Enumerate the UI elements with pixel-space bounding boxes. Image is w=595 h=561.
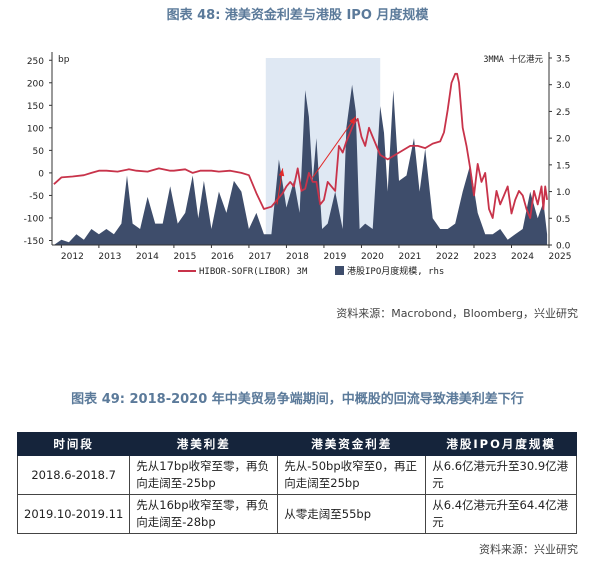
x-tick-label: 2025 xyxy=(549,252,572,262)
right-tick-label: 2.5 xyxy=(556,108,570,118)
spread-cell: 先从16bp收窄至零，再负向走阔至-28bp xyxy=(129,494,279,534)
x-tick-label: 2021 xyxy=(399,252,422,262)
arrow-head-2 xyxy=(349,116,356,125)
ipo-cell: 从6.4亿港元升至64.4亿港元 xyxy=(425,494,577,534)
x-tick-label: 2024 xyxy=(511,252,534,262)
legend-label-ipo: 港股IPO月度规模, rhs xyxy=(347,265,444,277)
left-tick-label: 150 xyxy=(27,102,44,112)
ipo-area-series xyxy=(53,84,548,245)
spread-line-series xyxy=(53,72,548,219)
figure-48-source: 资料来源：Macrobond，Bloomberg，兴业研究 xyxy=(336,307,578,320)
plot-area xyxy=(53,58,548,245)
x-tick-label: 2018 xyxy=(286,252,309,262)
x-tick-label: 2023 xyxy=(474,252,497,262)
header-funding-spread: 港美资金利差 xyxy=(277,432,427,456)
x-tick-label: 2022 xyxy=(436,252,459,262)
left-axis-unit: bp xyxy=(58,55,70,65)
right-tick-label: 1.5 xyxy=(556,161,570,171)
header-ipo-size: 港股IPO月度规模 xyxy=(425,432,577,456)
left-tick-label: 0 xyxy=(38,169,44,179)
x-tick-label: 2016 xyxy=(211,252,234,262)
axes: 250 200 150 100 50 0 -50 -100 -150 bp 3.5 3.0 2.5 2.0… xyxy=(24,52,572,262)
funding-spread-cell: 从零走阔至55bp xyxy=(277,494,427,534)
ipo-cell: 从6.6亿港元升至30.9亿港元 xyxy=(425,455,577,495)
table-header-row: 时间段 港美利差 港美资金利差 港股IPO月度规模 xyxy=(16,432,577,456)
trade-dispute-table: 时间段 港美利差 港美资金利差 港股IPO月度规模 2018.6-2018.7 … xyxy=(16,432,577,534)
left-tick-label: -50 xyxy=(29,192,44,202)
right-tick-label: 0.0 xyxy=(556,242,571,252)
header-period: 时间段 xyxy=(16,432,131,456)
x-tick-label: 2014 xyxy=(136,252,159,262)
left-tick-label: 50 xyxy=(33,147,45,157)
table-row: 2019.10-2019.11 先从16bp收窄至零，再负向走阔至-28bp 从… xyxy=(16,494,577,534)
right-tick-label: 2.0 xyxy=(556,135,571,145)
figure-48-title: 图表 48: 港美资金利差与港股 IPO 月度规模 xyxy=(166,8,429,23)
period-cell: 2018.6-2018.7 xyxy=(16,455,131,495)
x-tick-label: 2015 xyxy=(173,252,196,262)
funding-spread-cell: 先从-50bp收窄至0，再正向走阔至25bp xyxy=(277,455,427,495)
figure-49-source: 资料来源：兴业研究 xyxy=(479,543,578,556)
right-tick-label: 1.0 xyxy=(556,188,571,198)
period-cell: 2019.10-2019.11 xyxy=(16,494,131,534)
x-tick-label: 2019 xyxy=(323,252,346,262)
spread-cell: 先从17bp收窄至零，再负向走阔至-25bp xyxy=(129,455,279,495)
legend-label-spread: HIBOR-SOFR(LIBOR) 3M xyxy=(199,267,308,277)
right-tick-label: 3.5 xyxy=(556,55,570,65)
x-tick-label: 2012 xyxy=(61,252,84,262)
left-tick-label: -150 xyxy=(24,237,45,247)
header-hk-us-spread: 港美利差 xyxy=(129,432,279,456)
chart-legend: HIBOR-SOFR(LIBOR) 3M 港股IPO月度规模, rhs xyxy=(178,265,444,277)
right-axis-unit: 3MMA 十亿港元 xyxy=(483,54,543,65)
x-tick-label: 2017 xyxy=(248,252,271,262)
right-tick-label: 0.5 xyxy=(556,215,570,225)
spread-ipo-chart: 250 200 150 100 50 0 -50 -100 -150 bp 3.5 3.0 2.5 2.0… xyxy=(24,52,572,277)
x-tick-label: 2020 xyxy=(361,252,384,262)
legend-area-swatch xyxy=(335,266,344,275)
figure-49-title: 图表 49: 2018-2020 年中美贸易争端期间，中概股的回流导致港美利差下… xyxy=(71,392,524,407)
left-tick-label: 100 xyxy=(27,124,44,134)
arrow-head-1 xyxy=(278,168,285,177)
right-tick-label: 3.0 xyxy=(556,81,571,91)
left-tick-label: 200 xyxy=(27,79,44,89)
arrow-2 xyxy=(312,116,357,178)
x-tick-label: 2013 xyxy=(98,252,121,262)
left-tick-label: -100 xyxy=(24,214,45,224)
left-tick-label: 250 xyxy=(27,57,44,67)
table-row: 2018.6-2018.7 先从17bp收窄至零，再负向走阔至-25bp 先从-… xyxy=(16,455,577,495)
